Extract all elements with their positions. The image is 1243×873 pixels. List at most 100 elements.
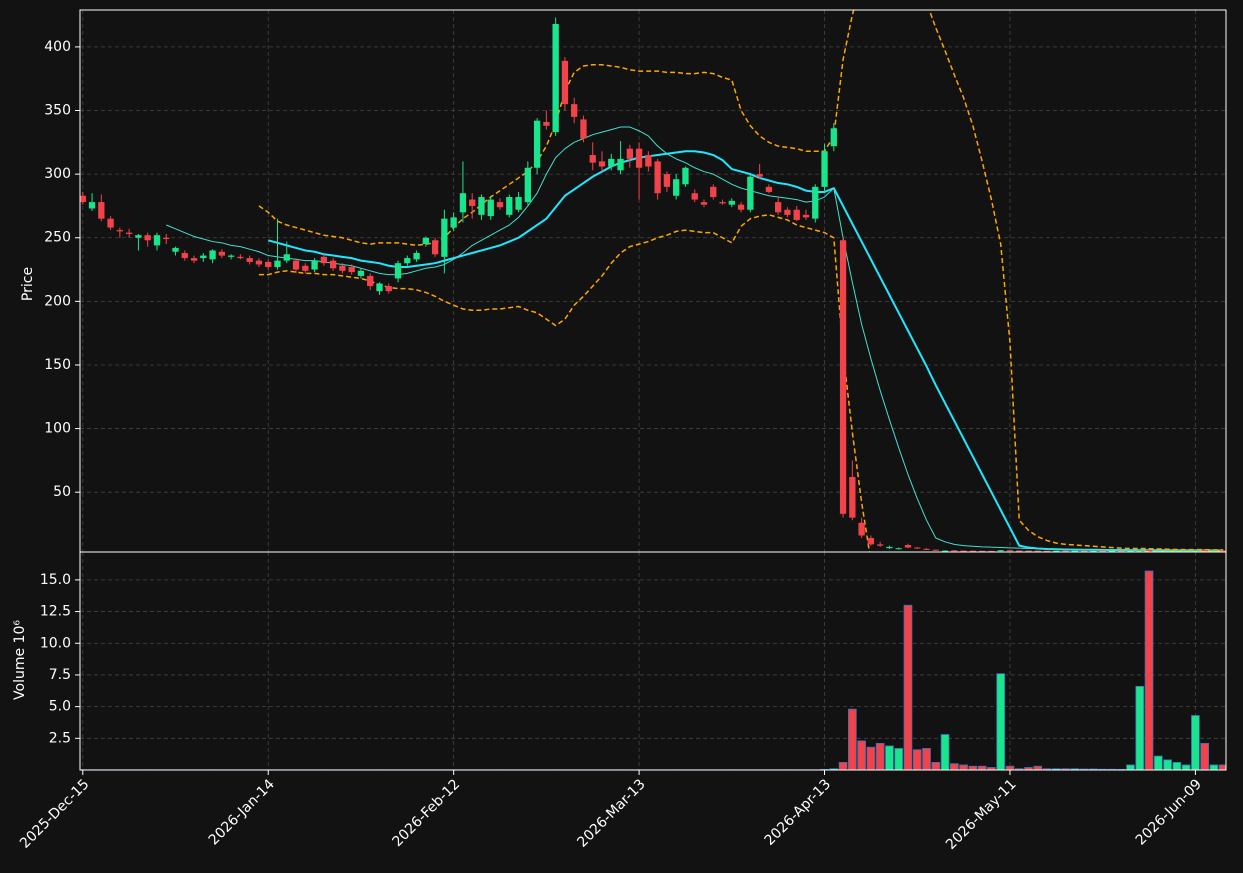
candle-body: [1173, 550, 1181, 552]
candle-body: [1155, 550, 1162, 552]
candle-body: [552, 23, 559, 133]
grid: [80, 10, 1226, 770]
candle-body: [1053, 550, 1060, 552]
candle-body: [357, 270, 365, 276]
volume-frame: [79, 551, 1227, 771]
volume-bar: [912, 749, 922, 770]
candle-body: [144, 235, 151, 241]
candle-body: [200, 255, 207, 259]
candle-body: [580, 119, 587, 139]
y-tick-label: 150: [44, 357, 71, 373]
candle-body: [635, 148, 643, 168]
candle-body: [348, 267, 355, 273]
candle-body: [533, 120, 541, 168]
volume-bar: [1218, 764, 1226, 770]
candle-body: [311, 260, 318, 270]
volume-bar: [1181, 764, 1191, 770]
candle-body: [960, 550, 967, 552]
candle-body: [710, 186, 717, 198]
candle-body: [571, 104, 578, 117]
candle-body: [904, 545, 912, 548]
candle-body: [932, 549, 939, 551]
candle-body: [830, 128, 837, 147]
volume-bar: [866, 746, 876, 770]
candle-body: [663, 174, 671, 187]
candle-body: [1062, 550, 1069, 552]
candle-body: [617, 158, 624, 171]
volume-tick-label: 7.5: [49, 667, 71, 683]
candle-body: [292, 260, 300, 270]
indicator-line: [258, 214, 1224, 552]
volume-bar: [931, 761, 941, 770]
candle-body: [1108, 550, 1116, 552]
candle-body: [496, 202, 504, 208]
candle-body: [821, 151, 828, 187]
candle-body: [469, 199, 476, 206]
candle-body: [988, 550, 995, 552]
candle-body: [719, 202, 726, 204]
volume-bar: [922, 748, 931, 770]
volume-tick-label: 2.5: [49, 730, 71, 746]
candle-body: [422, 237, 429, 245]
candle-body: [969, 550, 977, 552]
candle-body: [812, 186, 819, 219]
candle-body: [1201, 550, 1208, 552]
candle-body: [1136, 549, 1143, 551]
candle-body: [691, 193, 698, 200]
candle-body: [450, 217, 457, 228]
candle-body: [645, 155, 652, 167]
candle-body: [1164, 550, 1171, 552]
candle-body: [886, 546, 893, 549]
volume-bar: [1126, 764, 1135, 770]
volume-tick-label: 10.0: [40, 635, 71, 651]
candle-body: [598, 161, 606, 167]
volume-bar: [968, 765, 978, 770]
candle-body: [737, 204, 745, 210]
volume-bar: [875, 742, 885, 770]
candle-body: [1025, 550, 1032, 552]
y-tick-label: 300: [44, 166, 71, 182]
candle-body: [98, 202, 105, 219]
candle-body: [1145, 549, 1153, 551]
candle-body: [302, 265, 309, 271]
candle-body: [589, 155, 596, 163]
volume-bar: [977, 765, 987, 770]
candle-body: [1090, 550, 1097, 552]
candle-body: [867, 538, 875, 545]
candle-body: [756, 174, 763, 177]
volume-bar: [1153, 755, 1163, 770]
candle-body: [895, 548, 902, 550]
candle-body: [1192, 550, 1199, 552]
candle-body: [608, 158, 615, 167]
indicator-line: [258, 10, 1224, 551]
candle-body: [1118, 550, 1125, 552]
volume-bar: [1200, 742, 1210, 770]
candle-body: [1099, 550, 1106, 552]
candle-body: [1220, 550, 1226, 552]
candle-body: [88, 202, 96, 209]
candle-body: [394, 263, 402, 279]
candle-body: [858, 522, 865, 536]
candle-body: [339, 265, 346, 271]
y-tick-label: 100: [44, 421, 71, 437]
candle-body: [1127, 550, 1134, 552]
candle-body: [172, 247, 179, 252]
candle-body: [524, 167, 531, 203]
candle-body: [487, 199, 494, 217]
volume-bar: [1033, 765, 1043, 770]
candle-body: [700, 202, 708, 205]
candle-body: [1182, 550, 1190, 552]
candle-body: [877, 544, 884, 546]
volume-bar: [903, 604, 913, 770]
volume-bar: [1172, 761, 1182, 770]
volume-bar: [996, 673, 1006, 770]
candle-body: [80, 195, 86, 203]
candle-body: [116, 230, 124, 232]
volume-bar: [1191, 715, 1200, 770]
candle-body: [265, 261, 272, 268]
candle-body: [941, 550, 949, 552]
candle-body: [839, 240, 847, 514]
y-tick-label: 200: [44, 293, 71, 309]
candle-body: [951, 550, 958, 552]
